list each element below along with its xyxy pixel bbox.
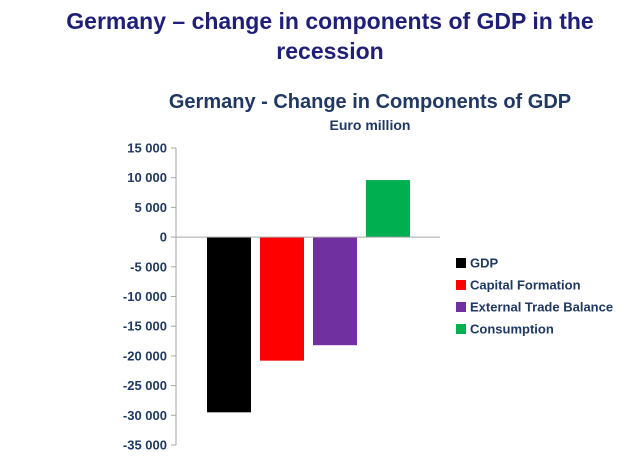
bar-consumption (366, 180, 410, 238)
y-tick-label: -35 000 (123, 438, 167, 453)
y-tick-label: 15 000 (127, 141, 167, 156)
bar-capital-formation (260, 237, 304, 361)
y-tick-label: 5 000 (134, 200, 167, 215)
legend-swatch (456, 324, 466, 334)
chart-subtitle: Euro million (329, 117, 411, 133)
chart-title: Germany - Change in Components of GDP (168, 91, 572, 113)
bar-gdp (207, 237, 251, 413)
y-tick-label: 10 000 (127, 170, 167, 185)
y-tick-label: -10 000 (123, 289, 167, 304)
y-tick-label: -30 000 (123, 408, 167, 423)
legend-label: Capital Formation (470, 278, 581, 293)
bar-external-trade-balance (313, 237, 357, 346)
legend-swatch (456, 302, 466, 312)
legend-label: External Trade Balance (470, 300, 613, 315)
y-tick-label: 0 (160, 230, 167, 245)
slide-title: Germany – change in components of GDP in… (66, 8, 594, 64)
y-tick-label: -20 000 (123, 348, 167, 363)
legend-swatch (456, 258, 466, 268)
legend-swatch (456, 280, 466, 290)
y-tick-label: -15 000 (123, 319, 167, 334)
y-tick-label: -25 000 (123, 378, 167, 393)
legend-label: GDP (470, 256, 499, 271)
legend-label: Consumption (470, 322, 554, 337)
y-tick-label: -5 000 (130, 259, 167, 274)
